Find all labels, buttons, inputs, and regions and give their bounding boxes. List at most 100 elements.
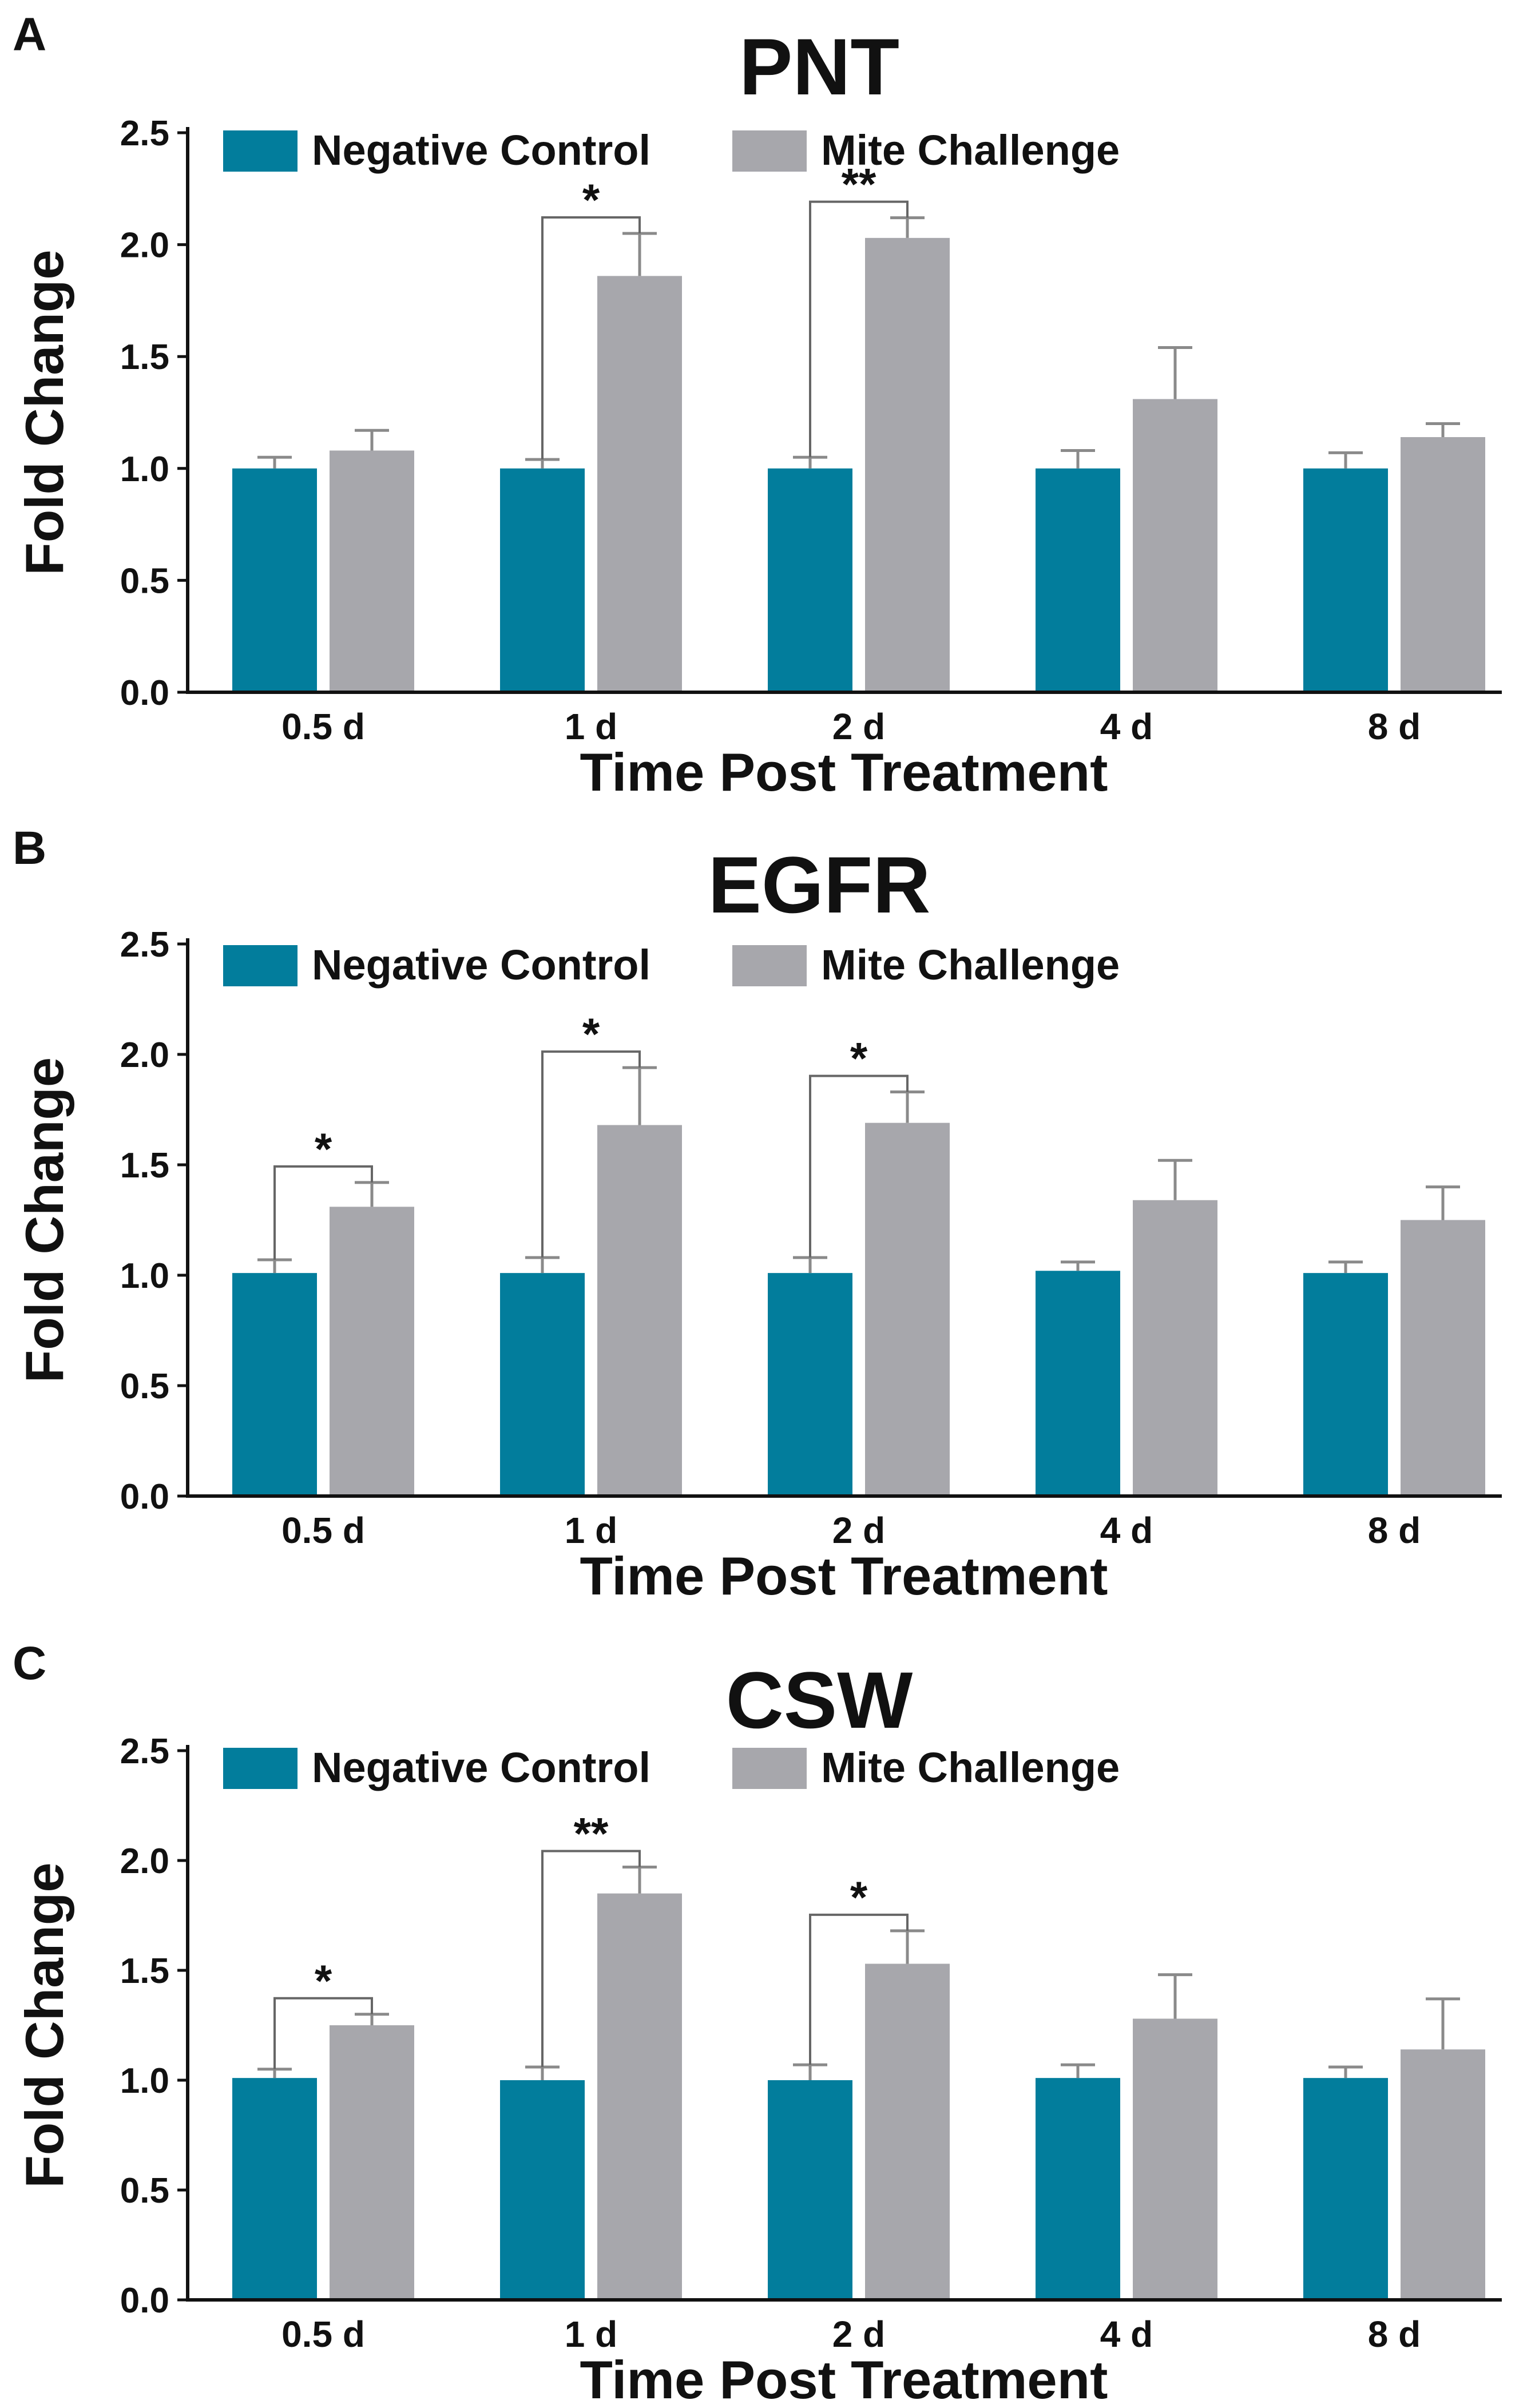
bar-mite-challenge <box>330 1207 414 1496</box>
chart-title: EGFR <box>708 840 931 930</box>
y-tick-label: 1.0 <box>120 450 169 489</box>
x-axis-label: Time Post Treatment <box>580 2350 1108 2408</box>
bar-negative-control <box>500 468 585 692</box>
significance-bracket <box>809 1074 909 1258</box>
bar-negative-control <box>500 1273 585 1496</box>
bar-mite-challenge <box>1401 2049 1485 2300</box>
significance-bracket <box>541 1050 641 1258</box>
bar-mite-challenge <box>865 237 950 692</box>
legend-swatch-mite-challenge <box>732 1748 807 1789</box>
y-tick-label: 2.0 <box>120 1036 169 1075</box>
significance-label: * <box>850 1033 868 1084</box>
significance-label: * <box>582 1009 600 1059</box>
y-tick-label: 1.5 <box>120 1146 169 1185</box>
legend-label-negative-control: Negative Control <box>312 941 650 989</box>
chart-panel-c: C CSW 0.0 0.5 1.0 1.5 2.0 2.5 0.5 d 1 d 2 d 4 d 8 d *… <box>13 1637 1502 2408</box>
x-tick-label: 4 d <box>1100 706 1153 747</box>
y-tick-label: 0.0 <box>120 2281 169 2320</box>
x-tick-label: 0.5 d <box>281 1510 365 1551</box>
y-axis-label: Fold Change <box>14 1057 74 1383</box>
significance-bracket <box>809 200 909 458</box>
legend-label-mite-challenge: Mite Challenge <box>821 126 1120 174</box>
x-tick-label: 0.5 d <box>281 706 365 747</box>
legend-label-mite-challenge: Mite Challenge <box>821 1744 1120 1791</box>
significance-bracket <box>273 1997 373 2069</box>
x-tick-label: 8 d <box>1368 706 1421 747</box>
chart-title: CSW <box>726 1655 913 1745</box>
significance-label: ** <box>574 1808 609 1859</box>
y-tick-label: 2.5 <box>120 114 169 153</box>
chart-panel-a: A PNT 0.0 0.5 1.0 1.5 2.0 2.5 0.5 d 1 d 2 d 4 d 8 d *… <box>13 9 1502 802</box>
significance-bracket <box>541 216 641 460</box>
y-axis-label: Fold Change <box>14 1862 74 2188</box>
y-tick-label: 2.5 <box>120 1732 169 1771</box>
x-tick-label: 0.5 d <box>281 2314 365 2355</box>
bar-mite-challenge <box>597 1893 682 2300</box>
y-tick-label: 1.0 <box>120 2061 169 2101</box>
legend: Negative Control Mite Challenge <box>223 1744 1120 1791</box>
y-tick-label: 2.0 <box>120 1842 169 1881</box>
bar-negative-control <box>232 1273 317 1496</box>
y-tick-label: 2.5 <box>120 925 169 965</box>
significance-bracket <box>541 1850 641 2067</box>
legend: Negative Control Mite Challenge <box>223 126 1120 174</box>
x-tick-label: 1 d <box>565 2314 617 2355</box>
significance-label: * <box>315 1124 332 1174</box>
bar-mite-challenge <box>1401 1220 1485 1496</box>
x-tick-label: 8 d <box>1368 1510 1421 1551</box>
bar-negative-control <box>768 468 852 692</box>
bar-negative-control <box>768 1273 852 1496</box>
legend-swatch-negative-control <box>223 130 298 172</box>
x-tick-label: 2 d <box>832 2314 885 2355</box>
legend-label-negative-control: Negative Control <box>312 126 650 174</box>
bar-mite-challenge <box>597 276 682 692</box>
y-tick-label: 0.0 <box>120 1477 169 1517</box>
bar-mite-challenge <box>597 1125 682 1496</box>
y-axis-label: Fold Change <box>14 249 74 575</box>
bar-mite-challenge <box>1133 399 1217 692</box>
bar-mite-challenge <box>330 450 414 692</box>
bar-mite-challenge <box>865 1122 950 1496</box>
x-tick-label: 4 d <box>1100 1510 1153 1551</box>
x-tick-label: 2 d <box>832 706 885 747</box>
x-tick-label: 4 d <box>1100 2314 1153 2355</box>
y-tick-label: 1.5 <box>120 338 169 377</box>
significance-label: * <box>582 174 600 225</box>
x-tick-label: 1 d <box>565 706 617 747</box>
bar-negative-control <box>500 2080 585 2300</box>
bar-negative-control <box>1036 2078 1120 2300</box>
x-tick-label: 2 d <box>832 1510 885 1551</box>
y-tick-label: 1.0 <box>120 1256 169 1296</box>
bar-negative-control <box>1303 468 1388 692</box>
bar-negative-control <box>1303 2078 1388 2300</box>
bar-mite-challenge <box>1133 1200 1217 1496</box>
x-axis-label: Time Post Treatment <box>580 742 1108 802</box>
x-tick-label: 1 d <box>565 1510 617 1551</box>
significance-bracket <box>273 1165 373 1260</box>
bar-mite-challenge <box>865 1963 950 2300</box>
bar-mite-challenge <box>1133 2018 1217 2300</box>
x-axis-label: Time Post Treatment <box>580 1546 1108 1606</box>
bar-negative-control <box>1036 1271 1120 1496</box>
bar-negative-control <box>768 2080 852 2300</box>
legend: Negative Control Mite Challenge <box>223 941 1120 989</box>
bar-mite-challenge <box>1401 437 1485 692</box>
legend-swatch-negative-control <box>223 945 298 986</box>
chart-title: PNT <box>739 22 899 112</box>
bar-negative-control <box>232 2078 317 2300</box>
y-tick-label: 2.0 <box>120 226 169 265</box>
significance-label: * <box>850 1872 868 1922</box>
significance-label: ** <box>842 159 876 209</box>
bar-negative-control <box>232 468 317 692</box>
chart-panel-b: B EGFR 0.0 0.5 1.0 1.5 2.0 2.5 0.5 d 1 d 2 d 4 d 8 d… <box>13 822 1502 1606</box>
legend-label-negative-control: Negative Control <box>312 1744 650 1791</box>
y-tick-label: 1.5 <box>120 1951 169 1991</box>
legend-label-mite-challenge: Mite Challenge <box>821 941 1120 989</box>
significance-bracket <box>809 1913 909 2065</box>
legend-swatch-negative-control <box>223 1748 298 1789</box>
panel-letter: B <box>13 822 46 874</box>
panel-letter: C <box>13 1637 46 1689</box>
legend-swatch-mite-challenge <box>732 945 807 986</box>
x-tick-label: 8 d <box>1368 2314 1421 2355</box>
